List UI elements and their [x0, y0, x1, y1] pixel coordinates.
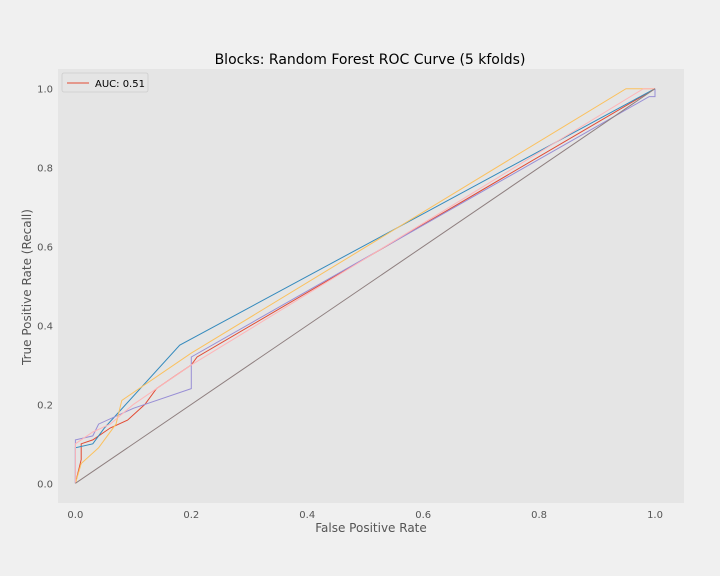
y-tick-label: 0.0: [37, 479, 53, 490]
roc-curve-5: [74, 88, 655, 484]
plot-area: [58, 69, 684, 503]
x-tick-label: 0.0: [67, 510, 83, 521]
y-tick-label: 0.4: [37, 321, 53, 332]
chart-title: Blocks: Random Forest ROC Curve (5 kfold…: [215, 52, 526, 68]
roc-curve-6: [75, 88, 656, 484]
y-axis-label: True Positive Rate (Recall): [20, 209, 34, 366]
roc-curve-4: [74, 88, 655, 484]
legend: AUC: 0.51: [61, 72, 149, 93]
x-tick-label: 0.6: [415, 510, 431, 521]
x-tick-label: 0.2: [183, 510, 199, 521]
x-tick-label: 1.0: [647, 510, 663, 521]
y-tick-label: 0.8: [37, 164, 53, 175]
x-tick-label: 0.8: [531, 510, 547, 521]
y-tick-label: 0.6: [37, 243, 53, 254]
x-axis-label: False Positive Rate: [315, 521, 427, 535]
legend-entry: AUC: 0.51: [95, 79, 145, 90]
roc-curves: [74, 88, 656, 484]
legend-box: [61, 72, 149, 93]
y-tick-label: 1.0: [37, 85, 53, 96]
x-tick-label: 0.4: [299, 510, 315, 521]
axis-ticks: 0.0 0.2 0.4 0.6 0.8 1.0 0.0 0.2 0.4 0.6 0.8 1.0: [37, 85, 663, 521]
y-tick-label: 0.2: [37, 400, 53, 411]
roc-curve-3: [74, 88, 656, 484]
